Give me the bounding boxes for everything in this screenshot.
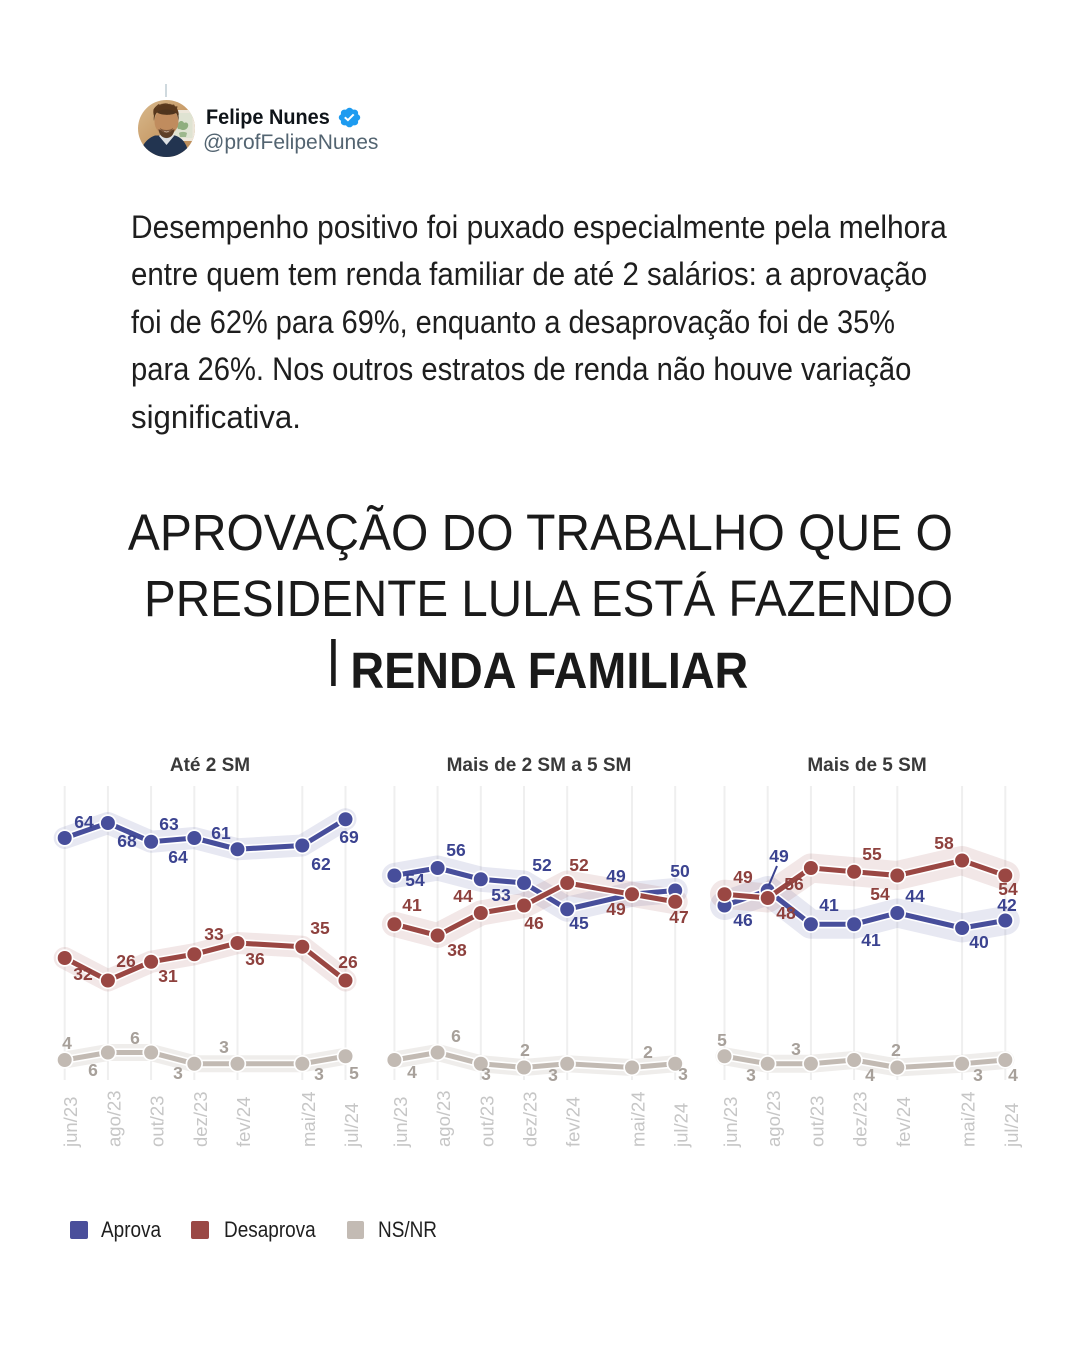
svg-text:42: 42 — [997, 895, 1017, 915]
svg-text:49: 49 — [769, 846, 789, 866]
svg-text:3: 3 — [173, 1063, 183, 1083]
svg-text:35: 35 — [310, 918, 330, 938]
svg-text:mai/24: mai/24 — [298, 1091, 319, 1147]
svg-text:44: 44 — [453, 886, 473, 906]
svg-text:69: 69 — [339, 827, 359, 847]
svg-text:41: 41 — [402, 895, 422, 915]
svg-text:ago/23: ago/23 — [763, 1090, 784, 1147]
svg-text:Até 2 SM: Até 2 SM — [170, 755, 250, 776]
svg-text:55: 55 — [862, 844, 882, 864]
svg-text:4: 4 — [407, 1062, 417, 1082]
svg-text:3: 3 — [746, 1065, 756, 1085]
svg-text:Mais de 2 SM a 5 SM: Mais de 2 SM a 5 SM — [447, 755, 632, 776]
svg-text:52: 52 — [532, 855, 552, 875]
svg-text:40: 40 — [969, 932, 989, 952]
svg-text:52: 52 — [569, 855, 589, 875]
svg-text:41: 41 — [861, 930, 881, 950]
svg-text:68: 68 — [117, 831, 137, 851]
svg-text:50: 50 — [670, 861, 690, 881]
svg-text:41: 41 — [819, 895, 839, 915]
svg-text:4: 4 — [865, 1065, 875, 1085]
svg-text:2: 2 — [891, 1040, 901, 1060]
svg-text:jun/23: jun/23 — [390, 1097, 411, 1148]
svg-text:jul/24: jul/24 — [341, 1103, 362, 1148]
svg-text:dez/23: dez/23 — [850, 1091, 871, 1147]
svg-text:32: 32 — [73, 964, 93, 984]
svg-text:49: 49 — [733, 867, 753, 887]
svg-text:3: 3 — [791, 1039, 801, 1059]
svg-text:3: 3 — [219, 1037, 229, 1057]
svg-text:jun/23: jun/23 — [720, 1097, 741, 1148]
svg-text:out/23: out/23 — [147, 1096, 168, 1147]
svg-text:58: 58 — [934, 833, 954, 853]
svg-text:2: 2 — [520, 1040, 530, 1060]
svg-text:47: 47 — [669, 907, 688, 927]
svg-text:38: 38 — [447, 940, 467, 960]
svg-text:46: 46 — [733, 910, 753, 930]
svg-text:jul/24: jul/24 — [1001, 1103, 1022, 1148]
svg-text:26: 26 — [338, 952, 358, 972]
svg-text:56: 56 — [446, 840, 466, 860]
svg-text:54: 54 — [405, 870, 425, 890]
svg-text:out/23: out/23 — [806, 1096, 827, 1147]
svg-text:3: 3 — [481, 1064, 491, 1084]
svg-text:5: 5 — [349, 1063, 359, 1083]
svg-text:33: 33 — [204, 924, 224, 944]
svg-text:63: 63 — [159, 814, 179, 834]
svg-text:fev/24: fev/24 — [893, 1097, 914, 1147]
svg-text:3: 3 — [973, 1065, 983, 1085]
svg-text:31: 31 — [158, 966, 178, 986]
svg-text:6: 6 — [88, 1060, 98, 1080]
svg-text:46: 46 — [524, 913, 544, 933]
svg-text:53: 53 — [491, 885, 511, 905]
svg-text:64: 64 — [74, 812, 94, 832]
svg-text:49: 49 — [606, 866, 626, 886]
svg-text:jun/23: jun/23 — [60, 1097, 81, 1148]
svg-text:3: 3 — [314, 1064, 324, 1084]
svg-text:26: 26 — [116, 951, 136, 971]
svg-text:ago/23: ago/23 — [103, 1090, 124, 1147]
svg-text:mai/24: mai/24 — [958, 1091, 979, 1147]
svg-text:6: 6 — [451, 1026, 461, 1046]
svg-text:48: 48 — [776, 903, 796, 923]
svg-text:62: 62 — [311, 854, 331, 874]
svg-text:64: 64 — [168, 847, 188, 867]
svg-text:ago/23: ago/23 — [433, 1090, 454, 1147]
svg-text:5: 5 — [717, 1030, 727, 1050]
svg-text:6: 6 — [130, 1028, 140, 1048]
svg-text:2: 2 — [643, 1042, 653, 1062]
svg-text:36: 36 — [245, 949, 265, 969]
svg-text:4: 4 — [1008, 1065, 1018, 1085]
svg-text:dez/23: dez/23 — [520, 1091, 541, 1147]
svg-text:49: 49 — [606, 899, 626, 919]
svg-text:jul/24: jul/24 — [671, 1103, 692, 1148]
svg-text:44: 44 — [905, 886, 925, 906]
svg-text:dez/23: dez/23 — [190, 1091, 211, 1147]
svg-text:45: 45 — [569, 913, 589, 933]
svg-text:54: 54 — [998, 879, 1018, 899]
svg-text:3: 3 — [678, 1064, 688, 1084]
svg-text:fev/24: fev/24 — [563, 1097, 584, 1147]
svg-text:mai/24: mai/24 — [628, 1091, 649, 1147]
svg-text:out/23: out/23 — [476, 1096, 497, 1147]
svg-text:56: 56 — [784, 874, 804, 894]
svg-text:61: 61 — [211, 823, 231, 843]
svg-text:Mais de 5 SM: Mais de 5 SM — [807, 755, 926, 776]
svg-text:54: 54 — [870, 884, 890, 904]
svg-text:3: 3 — [548, 1065, 558, 1085]
svg-text:4: 4 — [62, 1033, 72, 1053]
svg-text:fev/24: fev/24 — [233, 1097, 254, 1147]
